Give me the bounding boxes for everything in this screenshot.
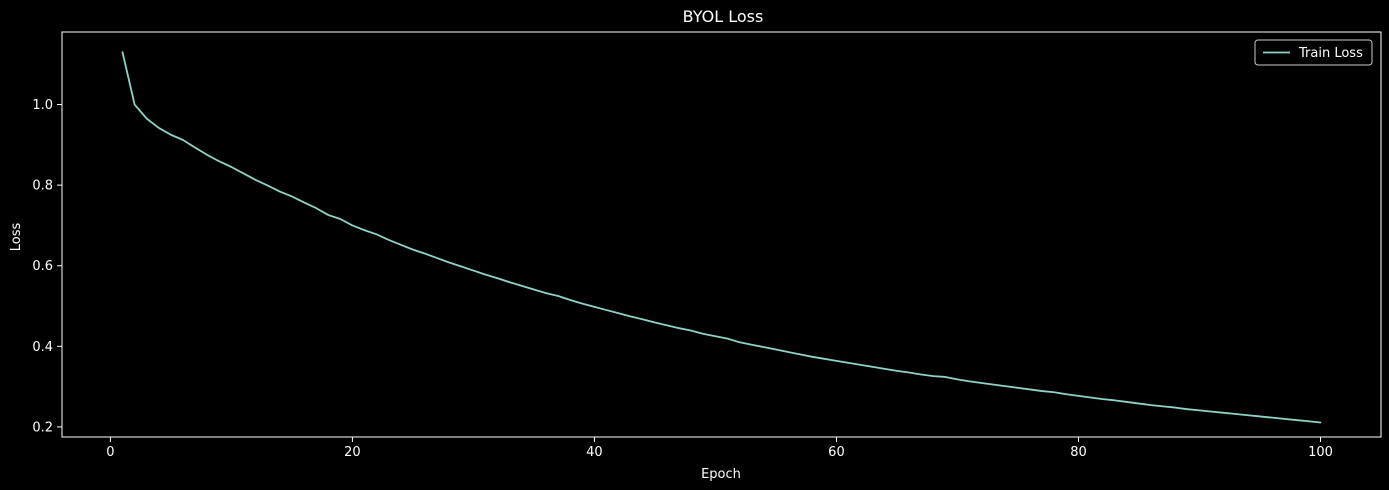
x-tick-label: 40 [586, 445, 603, 460]
chart-title: BYOL Loss [683, 7, 764, 26]
plot-area [61, 31, 1382, 438]
y-tick-label: 0.8 [32, 179, 53, 194]
legend-box [1254, 39, 1373, 66]
y-tick-label: 1.0 [32, 98, 53, 113]
series-layer [121, 51, 1322, 424]
x-axis-label: Epoch [701, 467, 741, 482]
x-tick-label: 80 [1070, 445, 1087, 460]
legend: Train Loss [1254, 39, 1373, 66]
x-axis: 0 20 40 60 80 100 [106, 437, 1333, 460]
y-tick-label: 0.4 [32, 340, 53, 355]
series-line-train-loss [121, 51, 1322, 424]
y-axis-label: Loss [9, 223, 24, 252]
legend-label: Train Loss [1298, 46, 1363, 61]
x-tick-label: 20 [344, 445, 361, 460]
plot-frame [61, 31, 1382, 438]
y-tick-label: 0.2 [32, 420, 53, 435]
x-tick-label: 100 [1308, 445, 1333, 460]
x-tick-label: 0 [106, 445, 114, 460]
y-axis: 0.2 0.4 0.6 0.8 1.0 [32, 98, 62, 435]
y-tick-label: 0.6 [32, 259, 53, 274]
x-tick-label: 60 [828, 445, 845, 460]
